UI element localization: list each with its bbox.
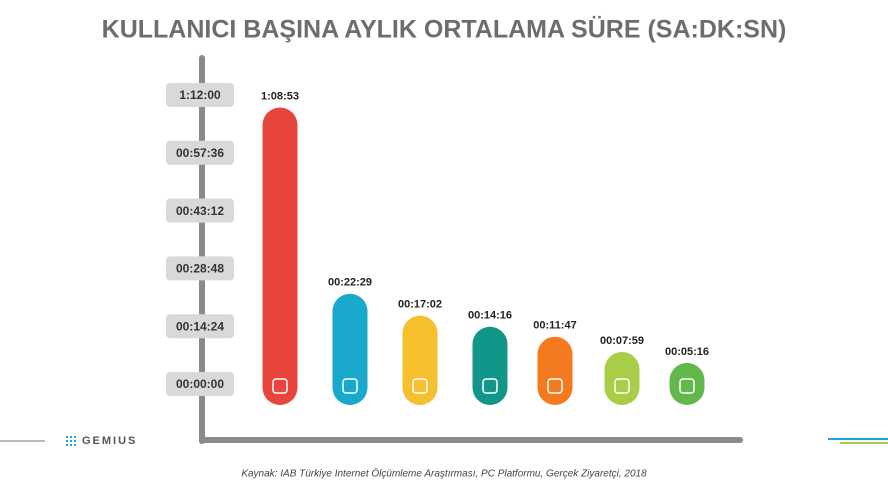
y-tick-label: 00:00:00 [176, 377, 224, 391]
icon [614, 378, 630, 394]
bar [669, 362, 705, 405]
y-tick-label: 00:14:24 [176, 319, 224, 333]
y-tick-label: 00:28:48 [176, 262, 224, 276]
source: Kaynak: IAB Türkiye Internet Ölçümleme A… [241, 468, 647, 480]
icon [547, 378, 563, 394]
icon [679, 378, 695, 394]
y-tick-box [166, 372, 234, 396]
value-label: 00:05:16 [665, 346, 709, 358]
value-label: 00:07:59 [600, 335, 644, 347]
bar [332, 293, 368, 405]
y-tick-box [166, 314, 234, 339]
icon [342, 378, 358, 394]
y-tick-box [166, 140, 234, 165]
value-label: 00:17:02 [398, 299, 442, 311]
bar [262, 107, 298, 406]
value-label: 00:14:16 [468, 310, 512, 322]
y-tick-label: 00:43:12 [176, 204, 224, 218]
y-tick-label: 00:57:36 [176, 146, 224, 160]
y-tick-label: 1:12:00 [179, 88, 221, 102]
logo-dots [66, 436, 76, 446]
logo: GEMIUS [82, 435, 137, 447]
value-label: 00:22:29 [328, 277, 372, 289]
value-label: 00:11:47 [533, 320, 576, 332]
bar [537, 336, 573, 405]
y-tick-box [166, 83, 234, 107]
value-label: 1:08:53 [261, 90, 299, 102]
icon [272, 378, 288, 394]
y-tick-box [166, 256, 234, 281]
icon [482, 378, 498, 394]
icon [412, 378, 428, 394]
bar [472, 326, 508, 405]
bar [402, 315, 438, 405]
chart-title: KULLANICI BAŞINA AYLIK ORTALAMA SÜRE (SA… [102, 15, 787, 44]
y-tick-box [166, 198, 234, 223]
